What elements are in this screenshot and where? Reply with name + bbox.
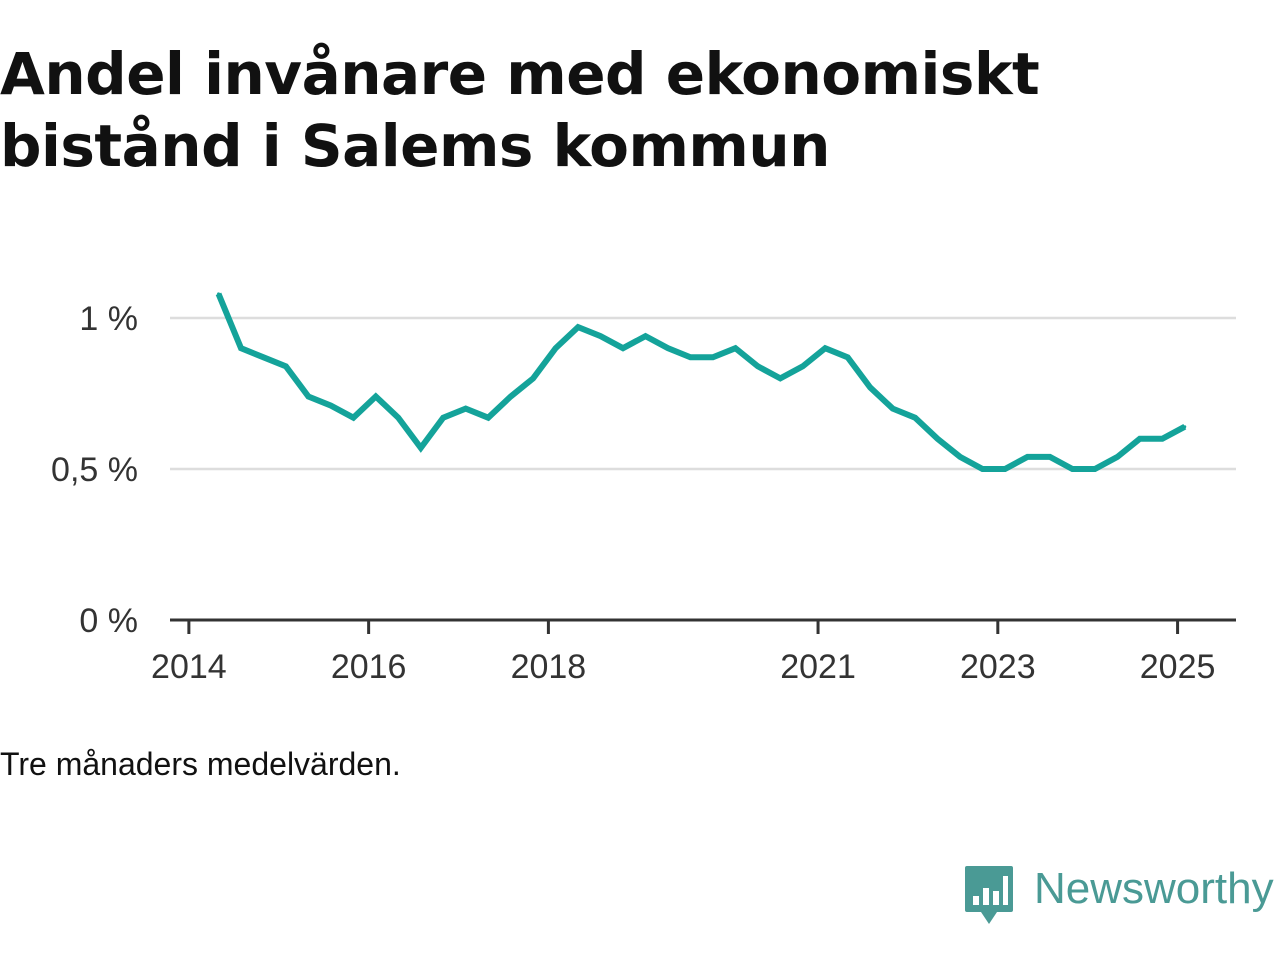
x-tick-label: 2016 <box>331 648 407 686</box>
data-point <box>554 346 558 350</box>
data-point <box>351 416 355 420</box>
data-point <box>306 395 310 399</box>
data-point <box>329 404 333 408</box>
data-point <box>958 455 962 459</box>
data-point <box>711 355 715 359</box>
x-axis: 2014 2016 2018 2021 2023 2025 <box>151 618 1236 686</box>
data-point <box>217 292 221 296</box>
data-point <box>981 467 985 471</box>
series-line <box>215 292 1187 472</box>
x-tick-label: 2023 <box>960 648 1036 686</box>
y-tick-label: 1 % <box>79 300 138 338</box>
data-point <box>1183 425 1187 429</box>
data-point <box>778 376 782 380</box>
data-point <box>396 416 400 420</box>
data-point <box>643 334 647 338</box>
data-point <box>1115 455 1119 459</box>
data-point <box>1160 437 1164 441</box>
data-point <box>756 364 760 368</box>
line-chart: 2014 2016 2018 2021 2023 2025 0 % 0,5 % 1 % <box>51 292 1236 686</box>
data-point <box>846 355 850 359</box>
data-point <box>666 346 670 350</box>
brand-logo: Newsworthy <box>964 864 1274 928</box>
data-point <box>284 364 288 368</box>
data-point <box>509 395 513 399</box>
data-point <box>419 446 423 450</box>
chart-title: Andel invånare med ekonomiskt bistånd i … <box>0 40 1040 180</box>
data-point <box>913 416 917 420</box>
x-tick-label: 2021 <box>780 648 856 686</box>
y-tick-label: 0 % <box>79 602 138 640</box>
data-point <box>599 334 603 338</box>
data-point <box>891 407 895 411</box>
data-point <box>441 416 445 420</box>
data-point <box>823 346 827 350</box>
data-point <box>261 355 265 359</box>
grid-lines <box>170 316 1236 471</box>
data-point <box>1070 467 1074 471</box>
x-tick-label: 2014 <box>151 648 227 686</box>
data-point <box>688 355 692 359</box>
data-point <box>801 364 805 368</box>
x-tick-label: 2025 <box>1140 648 1216 686</box>
y-tick-label: 0,5 % <box>51 451 138 489</box>
data-point <box>486 416 490 420</box>
data-point <box>464 407 468 411</box>
data-point <box>1048 455 1052 459</box>
x-tick-label: 2018 <box>511 648 587 686</box>
series-layer <box>215 292 1187 472</box>
data-point <box>576 325 580 329</box>
data-point <box>868 385 872 389</box>
chart-note: Tre månaders medelvärden. <box>0 746 401 782</box>
newsworthy-logo-icon <box>965 866 1013 924</box>
data-point <box>1093 467 1097 471</box>
data-point <box>621 346 625 350</box>
data-point <box>1025 455 1029 459</box>
y-axis-labels: 0 % 0,5 % 1 % <box>51 300 138 640</box>
data-point <box>374 395 378 399</box>
data-point <box>239 346 243 350</box>
data-point <box>733 346 737 350</box>
data-point <box>1138 437 1142 441</box>
data-point <box>531 376 535 380</box>
data-point <box>1003 467 1007 471</box>
brand-name: Newsworthy <box>1034 864 1274 913</box>
data-point <box>936 437 940 441</box>
